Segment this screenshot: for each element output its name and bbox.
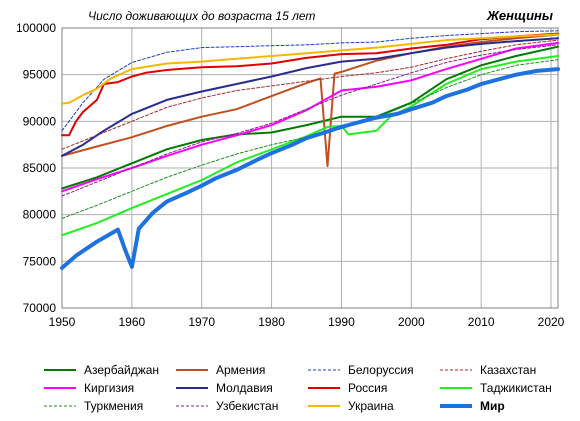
- legend-label-9: Узбекистан: [216, 399, 278, 413]
- series-line-4: [61, 41, 559, 193]
- x-tick-label: 2020: [538, 315, 565, 329]
- y-tick-label: 70000: [23, 301, 57, 315]
- x-tick-label: 1960: [119, 315, 146, 329]
- x-tick-label: 1970: [188, 315, 215, 329]
- legend: Азербайджан Армения Белоруссия Казахстан Кир…: [44, 363, 552, 413]
- series-line-1: [61, 33, 559, 168]
- series-line-6: [61, 32, 559, 137]
- legend-label-4: Киргизия: [84, 381, 134, 395]
- legend-label-2: Белоруссия: [348, 363, 414, 377]
- legend-label-3: Казахстан: [480, 363, 536, 377]
- series-line-7: [61, 55, 559, 237]
- series-line-11: [60, 67, 560, 270]
- grid: [61, 27, 558, 309]
- legend-label-11: Мир: [480, 399, 505, 413]
- y-tick-label: 100000: [16, 21, 56, 35]
- plot-area: [61, 27, 559, 309]
- series-line-3: [61, 39, 559, 150]
- y-axis: 70000 75000 80000 85000 90000 95000 100000: [16, 21, 56, 315]
- series-line-9: [61, 44, 559, 197]
- series-line-10: [61, 33, 559, 105]
- series-line-0: [61, 45, 559, 190]
- series-line-5: [61, 37, 559, 157]
- x-tick-label: 1990: [328, 315, 355, 329]
- y-tick-label: 85000: [23, 161, 57, 175]
- series-lines: [60, 30, 560, 270]
- x-axis: 1950 1960 1970 1980 1990 2000 2010 2020: [49, 315, 565, 329]
- legend-label-7: Таджикистан: [480, 381, 552, 395]
- x-tick-label: 1950: [49, 315, 76, 329]
- y-tick-label: 80000: [23, 208, 57, 222]
- legend-label-1: Армения: [216, 363, 265, 377]
- y-tick-label: 75000: [23, 254, 57, 268]
- y-tick-label: 95000: [23, 68, 57, 82]
- legend-label-5: Молдавия: [216, 381, 273, 395]
- legend-label-8: Туркмения: [84, 399, 143, 413]
- series-line-2: [61, 30, 559, 132]
- legend-label-6: Россия: [348, 381, 387, 395]
- chart-subtitle: Женщины: [486, 8, 553, 23]
- legend-label-0: Азербайджан: [84, 363, 159, 377]
- x-tick-label: 1980: [258, 315, 285, 329]
- x-tick-label: 2000: [398, 315, 425, 329]
- chart-title: Число доживающих до возраста 15 лет: [88, 9, 315, 23]
- y-tick-label: 90000: [23, 114, 57, 128]
- legend-label-10: Украина: [348, 399, 394, 413]
- x-tick-label: 2010: [468, 315, 495, 329]
